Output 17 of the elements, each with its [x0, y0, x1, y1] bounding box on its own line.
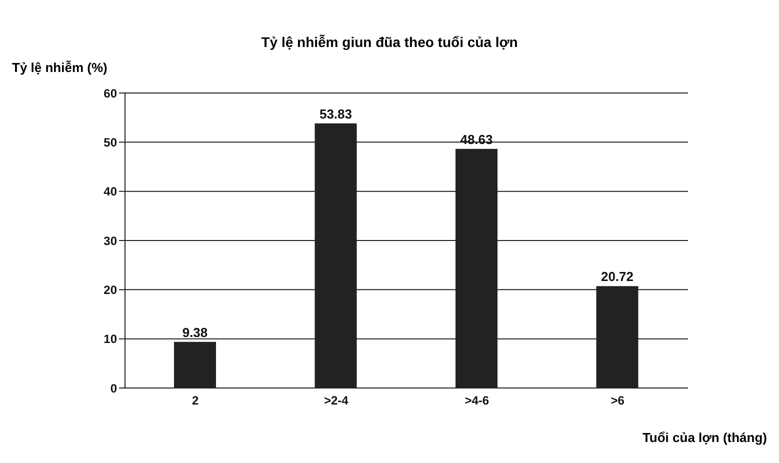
data-label: 20.72	[600, 269, 634, 284]
y-tick-label: 10	[104, 332, 118, 346]
y-tick-label: 20	[104, 282, 118, 297]
y-tick-label: 40	[104, 184, 118, 199]
y-tick-label: 60	[104, 86, 118, 100]
y-axis-title: Tỷ lệ nhiễm (%)	[12, 60, 108, 75]
x-axis-title: Tuổi của lợn (tháng)	[642, 430, 767, 445]
x-tick-label: >4-6	[464, 394, 490, 408]
chart-title: Tỷ lệ nhiễm giun đũa theo tuổi của lợn	[260, 34, 519, 50]
data-label: 53.83	[319, 106, 352, 122]
data-label: 9.38	[182, 324, 208, 340]
x-tick-label: 2	[192, 394, 200, 408]
y-tick-label: 0	[110, 381, 118, 396]
y-tick-label: 30	[104, 234, 118, 248]
y-tick-label: 50	[104, 135, 118, 150]
x-tick-label: >6	[610, 394, 625, 408]
x-tick-label: >2-4	[324, 394, 349, 408]
